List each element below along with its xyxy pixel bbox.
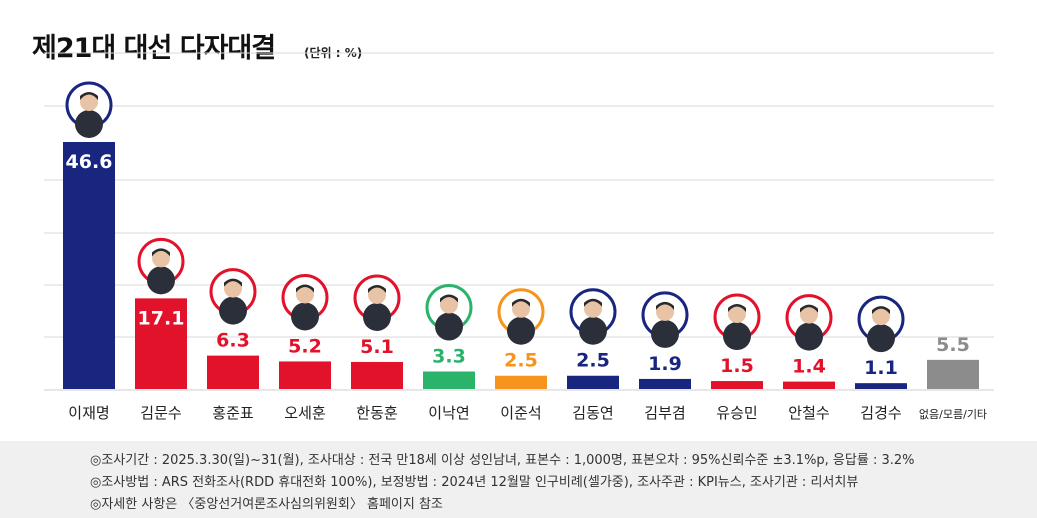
portrait-shoulders	[147, 266, 175, 295]
bar-chart: 46.6 이재명 17.1 김문수 6.3 홍준표 5.2 오세훈 5.1 한동훈 3.3 이낙연 2.…	[44, 52, 994, 422]
portrait-hair	[296, 284, 314, 293]
bar-5	[351, 361, 403, 389]
survey-note-method: ◎조사방법 : ARS 전화조사(RDD 휴대전화 100%), 보정방법 : …	[90, 475, 859, 490]
portrait-face	[368, 285, 386, 304]
bar-9	[639, 378, 691, 389]
bar-4	[279, 361, 331, 389]
value-label: 46.6	[66, 151, 113, 173]
portrait-face	[224, 279, 242, 298]
portrait-hair	[584, 298, 602, 307]
portrait-face	[872, 307, 890, 326]
portrait-face	[512, 299, 530, 318]
value-label: 6.3	[216, 330, 250, 352]
portrait-hair	[656, 301, 674, 310]
category-label: 유승민	[716, 404, 757, 422]
portrait-hair	[872, 306, 890, 315]
portrait-hair	[152, 248, 170, 257]
category-label: 안철수	[788, 404, 829, 422]
bar-3	[207, 355, 259, 389]
category-label: 이낙연	[428, 404, 469, 422]
portrait-face	[800, 305, 818, 324]
bar-2	[135, 298, 187, 389]
portrait-face	[584, 299, 602, 318]
value-label: 17.1	[138, 307, 185, 329]
category-label: 홍준표	[212, 404, 254, 422]
portrait-shoulders	[795, 322, 823, 351]
category-label: 김경수	[860, 404, 901, 422]
portrait-hair	[512, 298, 530, 307]
portrait-hair	[800, 304, 818, 313]
value-label: 2.5	[504, 350, 538, 372]
survey-note-reference: ◎자세한 사항은 〈중앙선거여론조사심의위원회〉 홈페이지 참조	[90, 497, 443, 512]
portrait-shoulders	[651, 319, 679, 348]
value-label: 1.4	[792, 356, 826, 378]
bar-8	[567, 375, 619, 389]
value-label: 1.5	[720, 355, 754, 377]
survey-notes: ◎조사기간 : 2025.3.30(일)~31(월), 조사대상 : 전국 만1…	[0, 441, 1037, 518]
portrait-shoulders	[291, 302, 319, 331]
portrait-face	[440, 295, 458, 314]
portrait-shoulders	[75, 110, 103, 138]
value-label: 5.2	[288, 335, 322, 357]
portrait-hair	[224, 278, 242, 287]
bar-7	[495, 375, 547, 389]
portrait-face	[656, 302, 674, 321]
portrait-shoulders	[507, 316, 535, 345]
portrait-hair	[728, 304, 746, 313]
portrait-shoulders	[723, 322, 751, 351]
portrait-shoulders	[435, 312, 463, 341]
value-label: 3.3	[432, 346, 466, 368]
category-label: 이재명	[68, 404, 109, 422]
portrait-shoulders	[867, 324, 895, 353]
category-label: 없음/모름/기타	[919, 408, 987, 421]
bar-13	[927, 359, 979, 389]
portrait-hair	[368, 284, 386, 293]
portrait-shoulders	[363, 302, 391, 331]
bar-10	[711, 381, 763, 389]
category-label: 김부겸	[644, 404, 685, 422]
bar-12	[855, 383, 907, 389]
bar-11	[783, 381, 835, 389]
value-label: 2.5	[576, 350, 610, 372]
category-label: 한동훈	[356, 404, 397, 422]
portrait-face	[80, 93, 98, 111]
portrait-hair	[80, 92, 98, 100]
portrait-hair	[440, 294, 458, 303]
category-label: 이준석	[500, 404, 541, 422]
category-label: 김문수	[140, 404, 181, 422]
bar-1	[63, 142, 115, 389]
value-label: 5.5	[936, 334, 970, 356]
value-label: 1.9	[648, 353, 682, 375]
value-label: 1.1	[864, 357, 898, 379]
portrait-shoulders	[579, 316, 607, 345]
portrait-face	[296, 285, 314, 304]
portrait-face	[728, 305, 746, 324]
category-label: 김동연	[572, 404, 613, 422]
portrait-face	[152, 249, 170, 268]
portrait-shoulders	[219, 296, 247, 325]
chart-title: 제21대 대선 다자대결	[32, 33, 276, 64]
value-label: 5.1	[360, 336, 394, 358]
bar-6	[423, 371, 475, 389]
category-label: 오세훈	[284, 404, 325, 422]
survey-note-period: ◎조사기간 : 2025.3.30(일)~31(월), 조사대상 : 전국 만1…	[90, 453, 915, 468]
